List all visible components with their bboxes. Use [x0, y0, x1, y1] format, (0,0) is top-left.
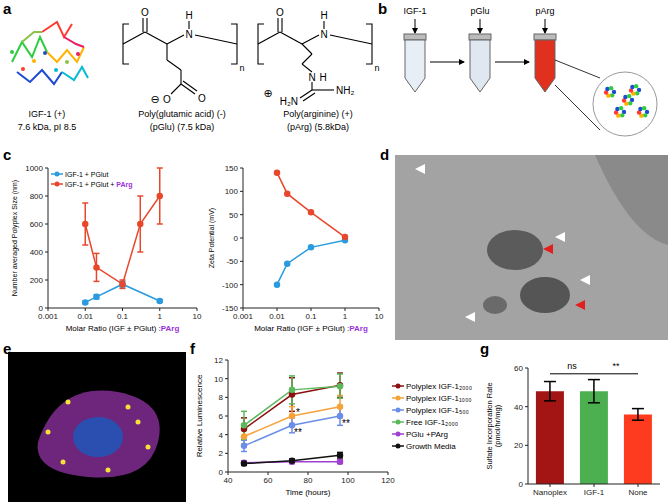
html-text:Molar Ratio (IGF ± PGlut) : PA: Molar Ratio (IGF ± PGlut) : PArg — [254, 324, 368, 333]
svg-text:100: 100 — [225, 187, 239, 196]
svg-text:40: 40 — [224, 476, 233, 485]
html-text:d: d — [380, 146, 390, 163]
svg-text:150: 150 — [225, 164, 239, 173]
html-text:Zeta Potential (mV): Zeta Potential (mV) — [208, 207, 216, 269]
html-text:Time (hours): Time (hours) — [285, 488, 331, 497]
svg-text:pGlu: pGlu — [470, 6, 489, 16]
svg-text:N: N — [320, 29, 327, 40]
svg-text:800: 800 — [30, 192, 44, 201]
svg-text:**: ** — [612, 361, 620, 371]
svg-text:10: 10 — [193, 312, 202, 321]
svg-text:0: 0 — [519, 480, 524, 489]
svg-text:-50: -50 — [226, 257, 238, 266]
html-text:Sulfate Incorporation Rate (pm: Sulfate Incorporation Rate (pmol/hr/mg) — [484, 382, 502, 470]
svg-text:O: O — [163, 94, 171, 105]
svg-text:IGF-1: IGF-1 — [403, 6, 426, 16]
svg-text:0: 0 — [219, 468, 224, 477]
svg-text:**: ** — [342, 418, 350, 429]
svg-text:0.1: 0.1 — [305, 312, 317, 321]
html-text:e: e — [3, 340, 12, 357]
svg-text:n: n — [239, 63, 244, 73]
html-text:IGF-1 + PGlut: IGF-1 + PGlut — [65, 170, 109, 178]
svg-text:O: O — [276, 7, 284, 18]
svg-text:0: 0 — [39, 304, 44, 313]
html-text:Poly(glutamic acid) (-): Poly(glutamic acid) (-) — [138, 109, 226, 119]
svg-text:600: 600 — [30, 220, 44, 229]
html-text:f: f — [190, 340, 195, 357]
svg-text:O: O — [141, 7, 149, 18]
svg-text:0.001: 0.001 — [38, 312, 59, 321]
html-text:Poly(arginine) (+): Poly(arginine) (+) — [283, 109, 353, 119]
html-text:c: c — [3, 146, 12, 163]
html-text:a: a — [3, 0, 12, 17]
svg-text:N: N — [308, 72, 315, 83]
svg-text:n: n — [374, 63, 379, 73]
svg-text:H₂N: H₂N — [280, 96, 298, 107]
svg-text:-150: -150 — [222, 304, 239, 313]
svg-text:8: 8 — [219, 393, 224, 402]
html-text:b: b — [378, 0, 388, 17]
svg-text:50: 50 — [229, 211, 238, 220]
svg-text:**: ** — [294, 427, 302, 438]
svg-text:10: 10 — [375, 312, 384, 321]
svg-text:0.01: 0.01 — [77, 312, 93, 321]
svg-text:200: 200 — [30, 276, 44, 285]
svg-text:100: 100 — [341, 476, 355, 485]
svg-text:H: H — [185, 10, 192, 21]
svg-text:4: 4 — [219, 431, 224, 440]
svg-text:80: 80 — [304, 476, 313, 485]
svg-text:10: 10 — [214, 375, 223, 384]
html-text:Polyplex IGF-1₁₀₀₀: Polyplex IGF-1₁₀₀₀ — [406, 393, 472, 403]
svg-text:0: 0 — [234, 234, 239, 243]
html-text:g: g — [480, 340, 490, 357]
html-text:Polyplex IGF-1₂₀₀₀: Polyplex IGF-1₂₀₀₀ — [406, 381, 472, 391]
html-text:Polyplex IGF-1₅₀₀: Polyplex IGF-1₅₀₀ — [406, 405, 469, 415]
html-text:(pArg) (5.8kDa): (pArg) (5.8kDa) — [287, 122, 349, 132]
svg-text:NH₂: NH₂ — [336, 85, 354, 96]
svg-text:20: 20 — [514, 441, 523, 450]
svg-text:400: 400 — [30, 248, 44, 257]
html-text:7.6 kDa, pI 8.5: 7.6 kDa, pI 8.5 — [17, 122, 77, 132]
svg-text:0.001: 0.001 — [233, 312, 254, 321]
html-text:IGF-1 + PGlut + PArg: IGF-1 + PGlut + PArg — [65, 180, 133, 188]
svg-text:pArg: pArg — [535, 6, 554, 16]
svg-text:2: 2 — [219, 449, 224, 458]
html-text:(pGlu) (7.5 kDa): (pGlu) (7.5 kDa) — [149, 122, 215, 132]
svg-text:60: 60 — [514, 364, 523, 373]
svg-text:0.01: 0.01 — [269, 312, 285, 321]
svg-text:40: 40 — [514, 403, 523, 412]
svg-text:IGF-1: IGF-1 — [584, 488, 605, 497]
html-text:Number averaged Polyplex Size: Number averaged Polyplex Size (nm) — [11, 179, 19, 297]
html-text:IGF-1 (+): IGF-1 (+) — [28, 109, 66, 119]
svg-text:O: O — [198, 93, 206, 104]
html-text:Free IGF-1₂₀₀₀: Free IGF-1₂₀₀₀ — [406, 417, 459, 427]
html-text:PGlu +PArg: PGlu +PArg — [406, 429, 448, 439]
svg-text:Nanoplex: Nanoplex — [533, 488, 567, 497]
svg-text:ns: ns — [567, 361, 577, 371]
html-text:Molar Ratio (IGF ± PGlut) : PA: Molar Ratio (IGF ± PGlut) : PArg — [65, 324, 180, 333]
svg-text:12: 12 — [214, 356, 223, 365]
svg-text:⊕: ⊕ — [263, 87, 272, 99]
svg-text:60: 60 — [264, 476, 273, 485]
svg-text:1000: 1000 — [25, 164, 43, 173]
svg-text:H: H — [320, 10, 327, 21]
svg-text:None: None — [628, 488, 648, 497]
svg-text:6: 6 — [219, 412, 224, 421]
svg-text:-100: -100 — [222, 281, 239, 290]
svg-text:*: * — [296, 407, 300, 418]
html-text:Growth Media: Growth Media — [406, 441, 456, 451]
svg-text:1: 1 — [343, 312, 348, 321]
svg-text:N: N — [185, 29, 192, 40]
svg-text:120: 120 — [381, 476, 395, 485]
svg-text:H: H — [319, 72, 326, 83]
svg-text:⊖: ⊖ — [150, 93, 159, 105]
svg-text:0.1: 0.1 — [117, 312, 129, 321]
svg-text:1: 1 — [158, 312, 163, 321]
html-text:Relative Luminescence: Relative Luminescence — [194, 374, 204, 458]
